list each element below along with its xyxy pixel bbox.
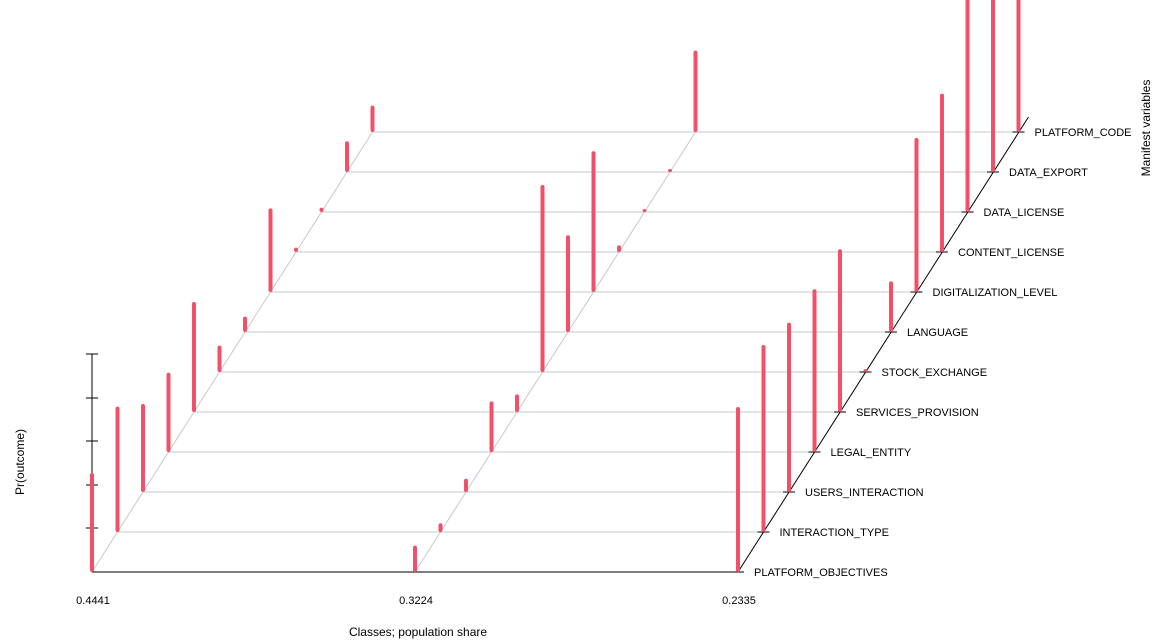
bar-legal-entity-class-1 — [166, 372, 171, 452]
bar-users-interaction-class-1 — [141, 404, 145, 492]
bar-interaction-type-class-2 — [438, 523, 443, 532]
bar-language-class-3 — [889, 281, 893, 332]
variable-label: PLATFORM_OBJECTIVES — [754, 567, 888, 579]
bar-platform-code-class-2 — [693, 50, 698, 132]
grid-depth-line — [414, 131, 696, 573]
bar-content-license-class-1 — [294, 247, 298, 252]
bar-platform-objectives-class-2 — [413, 545, 417, 572]
bar-data-export-class-1 — [345, 141, 349, 172]
bar-content-license-class-2 — [617, 245, 621, 252]
variable-label: PLATFORM_CODE — [1035, 127, 1132, 139]
bar-data-export-class-2 — [668, 169, 672, 172]
floor-grid — [91, 131, 1019, 573]
x-axis-title: Classes; population share — [349, 625, 487, 639]
bar-stock-exchange-class-1 — [217, 345, 222, 372]
bar-platform-objectives-class-1 — [90, 473, 94, 572]
class-tick-label: 0.4441 — [76, 595, 110, 607]
y-axis-title: Pr(outcome) — [13, 429, 27, 495]
z-axis-title: Manifest variables — [1139, 80, 1153, 177]
bar-services-provision-class-2 — [515, 394, 519, 412]
bar-users-interaction-class-2 — [464, 478, 468, 492]
bar-platform-objectives-class-3 — [736, 407, 740, 572]
bar-language-class-2 — [566, 235, 570, 332]
bar-platform-code-class-1 — [370, 105, 375, 132]
class-tick-label: 0.2335 — [722, 595, 756, 607]
variable-label: CONTENT_LICENSE — [958, 247, 1064, 259]
bar-users-interaction-class-3 — [787, 322, 791, 492]
variable-label: DATA_LICENSE — [984, 207, 1065, 219]
bar-language-class-1 — [243, 316, 247, 332]
bar-data-license-class-1 — [319, 207, 324, 212]
variable-label: DIGITALIZATION_LEVEL — [933, 287, 1058, 299]
bar-content-license-class-3 — [940, 93, 944, 252]
bar-interaction-type-class-1 — [115, 406, 120, 532]
bar-interaction-type-class-3 — [761, 345, 766, 532]
variable-label: DATA_EXPORT — [1009, 167, 1088, 179]
bar-legal-entity-class-3 — [812, 289, 817, 452]
tick-labels: PLATFORM_OBJECTIVES INTERACTION_TYPE USERS… — [76, 127, 1131, 607]
variable-label: SERVICES_PROVISION — [856, 407, 979, 419]
grid-depth-line — [91, 131, 373, 573]
bar-digitalization-level-class-3 — [914, 138, 919, 292]
chart-axes — [86, 116, 1029, 573]
bar-stock-exchange-class-3 — [863, 369, 868, 372]
bar-marks — [90, 0, 1021, 572]
class-tick-label: 0.3224 — [399, 595, 433, 607]
bar-digitalization-level-class-2 — [591, 151, 596, 292]
bar-legal-entity-class-2 — [489, 401, 494, 452]
bar-services-provision-class-3 — [838, 249, 842, 412]
bar-services-provision-class-1 — [192, 302, 196, 412]
depth-axis — [737, 116, 1029, 573]
variable-label: LEGAL_ENTITY — [831, 447, 912, 459]
variable-label: USERS_INTERACTION — [805, 487, 924, 499]
bar-data-license-class-2 — [642, 209, 647, 212]
bar-data-license-class-3 — [965, 0, 970, 212]
variable-label: STOCK_EXCHANGE — [882, 367, 988, 379]
bar-stock-exchange-class-2 — [540, 185, 545, 372]
variable-label: INTERACTION_TYPE — [780, 527, 889, 539]
bar-platform-code-class-3 — [1016, 0, 1021, 132]
variable-label: LANGUAGE — [907, 327, 968, 339]
bar-data-export-class-3 — [991, 0, 995, 172]
bar-digitalization-level-class-1 — [268, 208, 273, 292]
